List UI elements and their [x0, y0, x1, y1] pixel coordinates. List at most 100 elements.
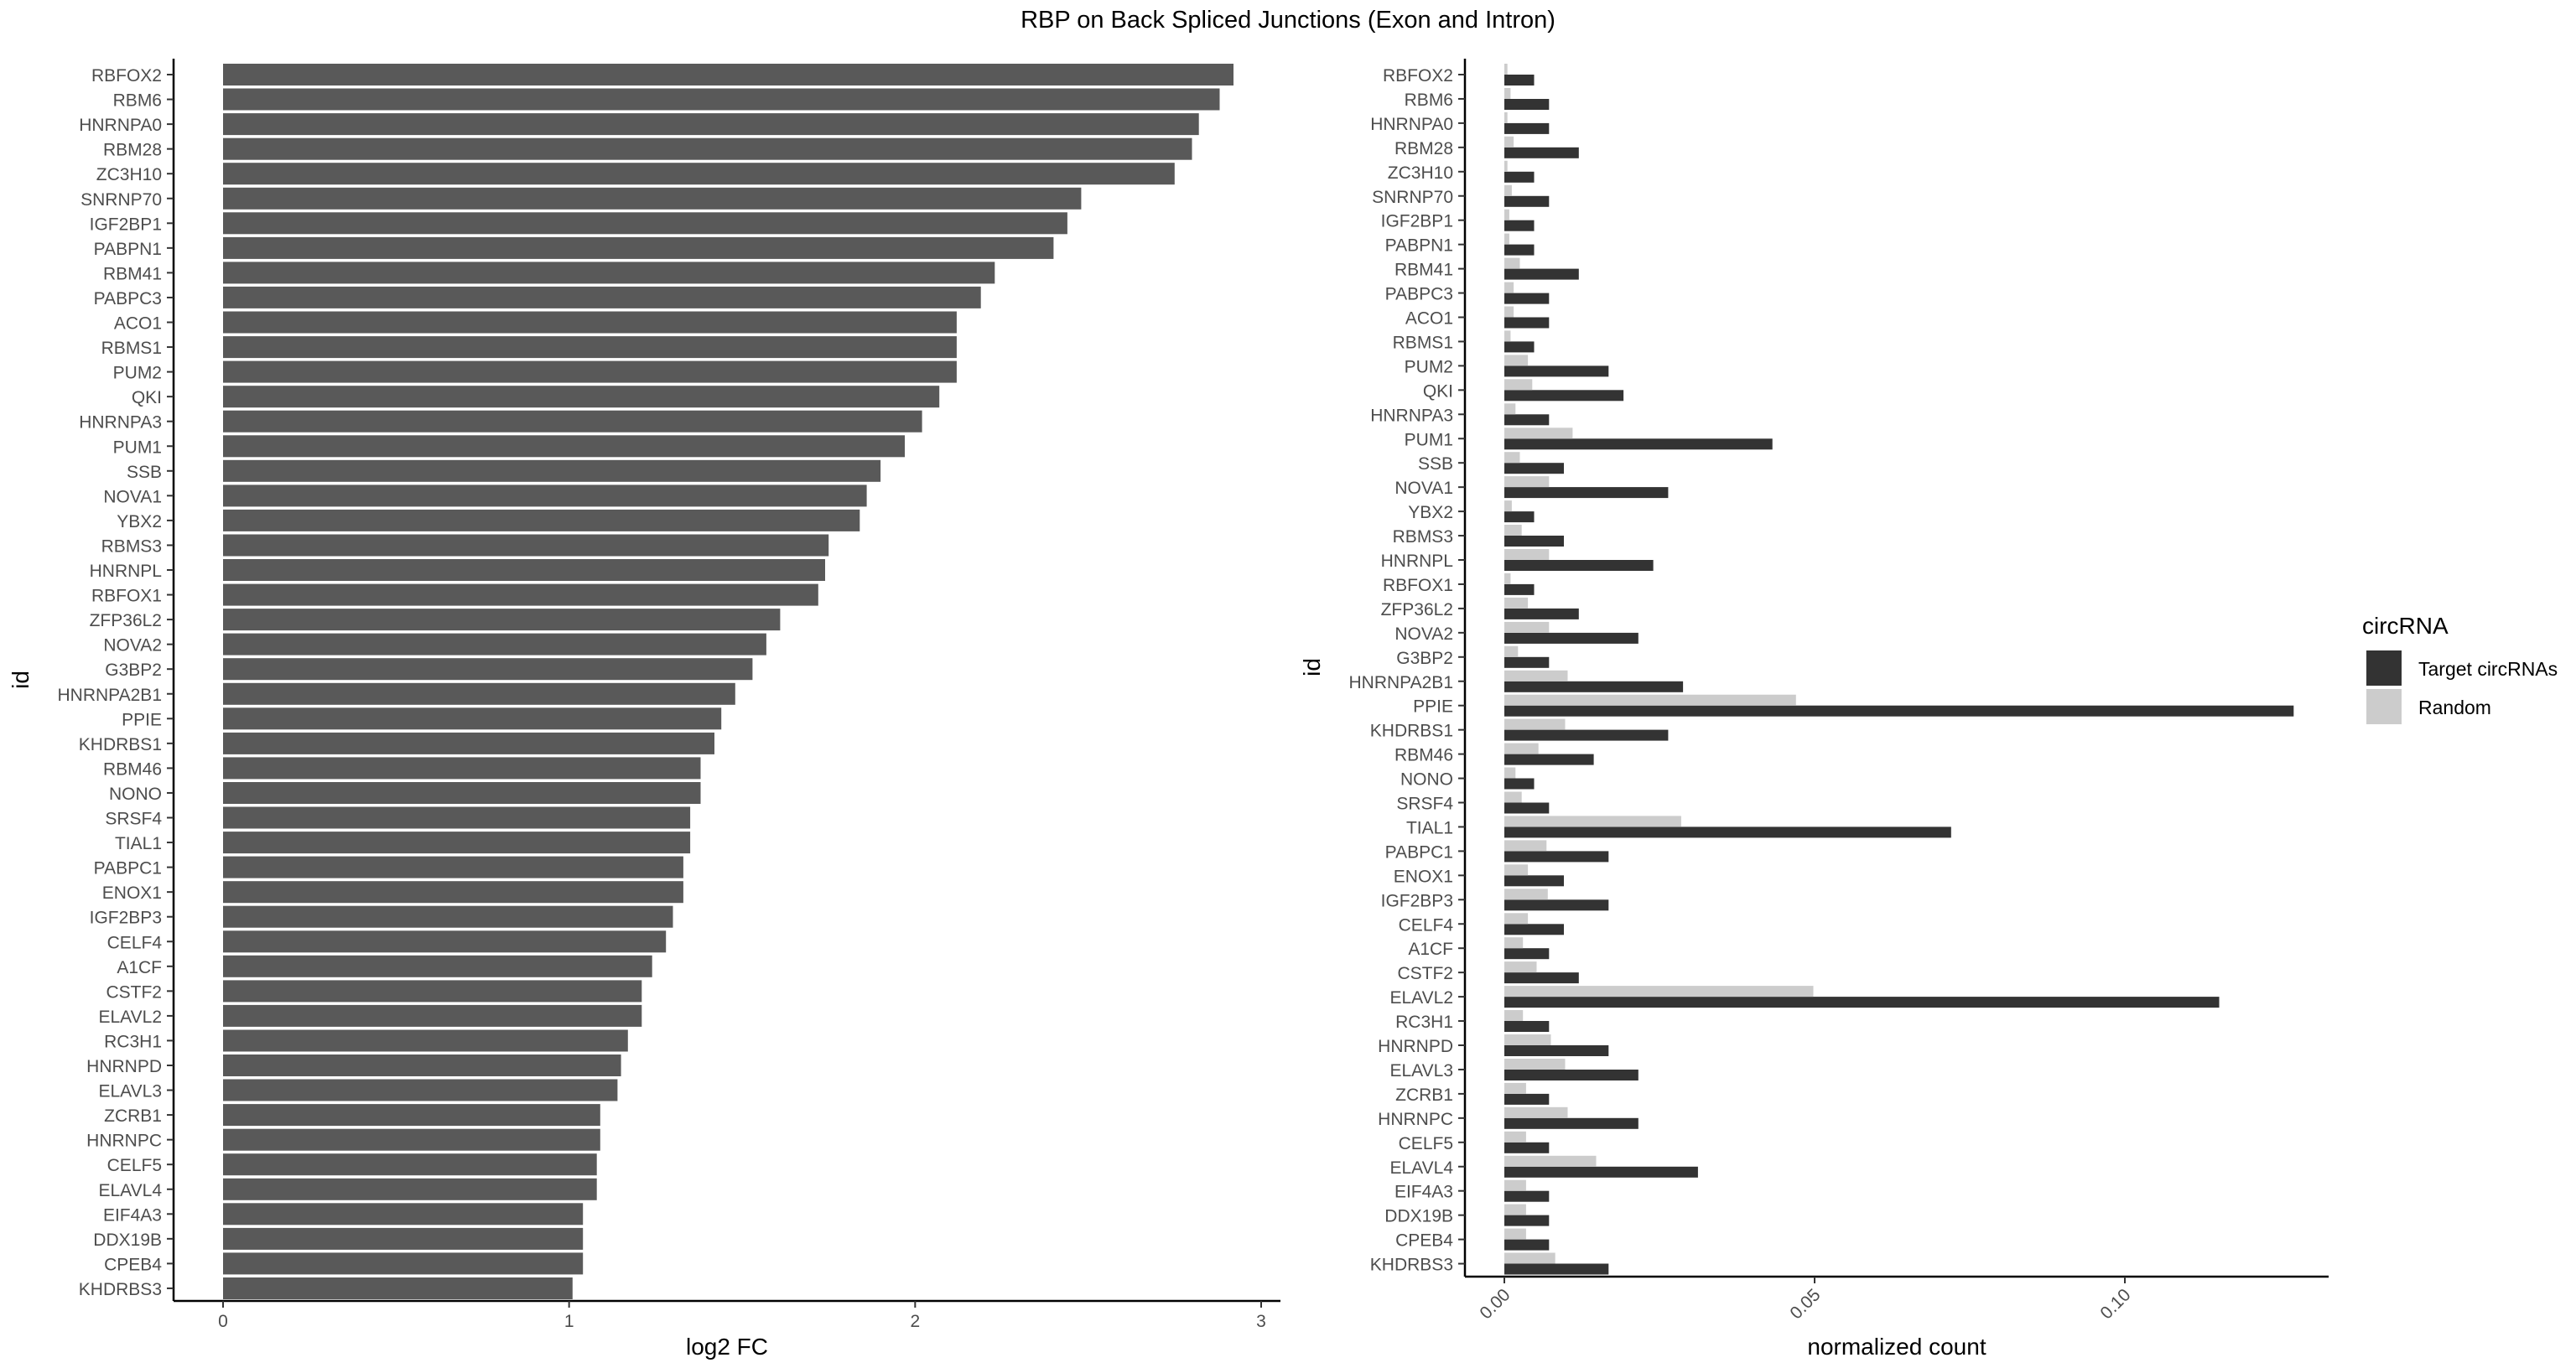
- bar-random-cpeb4: [1504, 1228, 1526, 1240]
- right-y-label-nono: NONO: [1400, 770, 1453, 790]
- left-y-label-rbfox1: RBFOX1: [91, 587, 162, 606]
- right-y-label-elavl4: ELAVL4: [1390, 1158, 1454, 1178]
- bar-rbm6: [223, 88, 1220, 111]
- bar-target-circrnas-aco1: [1504, 317, 1550, 329]
- right-y-label-zfp36l2: ZFP36L2: [1381, 600, 1453, 619]
- bar-target-circrnas-a1cf: [1504, 948, 1550, 960]
- bar-target-circrnas-hnrnpa2b1: [1504, 681, 1684, 692]
- left-y-tick-labels: RBFOX2 RBM6 HNRNPA0 RBM28 ZC3H10 SNRNP70 IGF2B…: [58, 66, 174, 1299]
- bar-target-circrnas-elavl2: [1504, 997, 2220, 1008]
- bar-random-igf2bp3: [1504, 889, 1548, 900]
- bar-a1cf: [223, 955, 652, 977]
- bar-rbms1: [223, 336, 957, 359]
- bar-target-circrnas-enox1: [1504, 875, 1564, 887]
- right-y-label-ddx19b: DDX19B: [1384, 1207, 1453, 1226]
- right-y-label-pum2: PUM2: [1405, 357, 1453, 376]
- bar-aco1: [223, 311, 957, 334]
- bar-target-circrnas-rbm46: [1504, 754, 1594, 765]
- left-y-label-tial1: TIAL1: [115, 834, 162, 853]
- legend-title: circRNA: [2362, 613, 2449, 639]
- left-y-label-ssb: SSB: [127, 463, 162, 482]
- bar-celf4: [223, 930, 667, 953]
- right-y-label-a1cf: A1CF: [1408, 940, 1453, 959]
- bar-hnrnpa2b1: [223, 682, 735, 705]
- bar-target-circrnas-igf2bp1: [1504, 220, 1535, 231]
- bar-khdrbs1: [223, 732, 714, 754]
- bar-target-circrnas-hnrnpa0: [1504, 122, 1550, 134]
- bar-random-pabpn1: [1504, 233, 1509, 245]
- bar-random-rbm28: [1504, 136, 1514, 148]
- bar-random-pabpc3: [1504, 282, 1514, 293]
- bar-rbfox2: [223, 64, 1233, 86]
- left-y-label-nova1: NOVA1: [103, 487, 162, 506]
- bar-hnrnpc: [223, 1128, 600, 1151]
- left-y-label-elavl3: ELAVL3: [99, 1082, 163, 1101]
- right-y-label-pabpc3: PABPC3: [1385, 285, 1453, 304]
- left-y-label-aco1: ACO1: [114, 314, 162, 334]
- bar-target-circrnas-igf2bp3: [1504, 899, 1609, 911]
- right-y-label-rbm41: RBM41: [1394, 261, 1453, 280]
- bar-target-circrnas-pum1: [1504, 438, 1773, 450]
- bar-random-pum2: [1504, 355, 1529, 366]
- left-y-label-rbm6: RBM6: [113, 91, 162, 111]
- bar-target-circrnas-nova1: [1504, 487, 1669, 499]
- right-y-label-cstf2: CSTF2: [1397, 964, 1453, 983]
- left-y-label-g3bp2: G3BP2: [105, 661, 162, 680]
- bar-target-circrnas-rbfox2: [1504, 75, 1535, 86]
- bar-pabpc3: [223, 286, 981, 308]
- bar-celf5: [223, 1153, 597, 1176]
- bar-target-circrnas-ybx2: [1504, 511, 1535, 523]
- left-y-label-rbm28: RBM28: [103, 141, 162, 160]
- bar-random-rbfox2: [1504, 64, 1508, 75]
- bar-random-pum1: [1504, 428, 1573, 439]
- left-x-tick-label-2: 2: [910, 1312, 920, 1331]
- bar-rbm28: [223, 137, 1192, 160]
- left-y-label-rbms1: RBMS1: [101, 339, 162, 358]
- left-y-label-pabpc1: PABPC1: [94, 859, 162, 878]
- bar-qki: [223, 386, 940, 408]
- bar-target-circrnas-eif4a3: [1504, 1190, 1550, 1202]
- right-y-label-hnrnpa3: HNRNPA3: [1370, 406, 1453, 425]
- right-y-label-rbfox2: RBFOX2: [1383, 66, 1453, 86]
- bar-target-circrnas-cpeb4: [1504, 1239, 1550, 1251]
- bar-target-circrnas-rbm28: [1504, 147, 1579, 158]
- left-y-label-enox1: ENOX1: [102, 884, 162, 903]
- bar-target-circrnas-srsf4: [1504, 802, 1550, 814]
- bar-random-enox1: [1504, 864, 1529, 876]
- bar-target-circrnas-rbms3: [1504, 536, 1564, 547]
- right-y-label-igf2bp1: IGF2BP1: [1381, 212, 1453, 231]
- right-y-label-eif4a3: EIF4A3: [1394, 1183, 1453, 1202]
- bar-target-circrnas-zcrb1: [1504, 1093, 1550, 1105]
- bar-ddx19b: [223, 1227, 584, 1250]
- left-y-label-celf4: CELF4: [107, 933, 163, 952]
- right-y-label-rbfox1: RBFOX1: [1383, 576, 1453, 595]
- bar-random-zcrb1: [1504, 1082, 1526, 1094]
- right-y-label-zcrb1: ZCRB1: [1395, 1086, 1453, 1105]
- bar-random-rbfox1: [1504, 573, 1511, 584]
- left-y-label-elavl4: ELAVL4: [99, 1181, 163, 1200]
- bar-random-ssb: [1504, 452, 1520, 464]
- bar-random-celf4: [1504, 913, 1529, 925]
- left-y-label-elavl2: ELAVL2: [99, 1008, 163, 1027]
- left-y-label-cstf2: CSTF2: [106, 982, 162, 1002]
- bar-random-zc3h10: [1504, 160, 1508, 172]
- bar-target-circrnas-hnrnpc: [1504, 1117, 1639, 1129]
- bar-target-circrnas-elavl4: [1504, 1166, 1698, 1178]
- bar-random-cstf2: [1504, 961, 1537, 973]
- right-y-label-rbm28: RBM28: [1394, 139, 1453, 158]
- bar-random-elavl2: [1504, 986, 1814, 998]
- legend-label-random: Random: [2418, 697, 2491, 718]
- bar-nono: [223, 782, 701, 804]
- left-y-label-khdrbs1: KHDRBS1: [79, 735, 162, 754]
- legend: circRNA Target circRNAs Random: [2362, 613, 2558, 724]
- bar-hnrnpl: [223, 559, 825, 581]
- bar-random-nova2: [1504, 621, 1550, 633]
- legend-key-random: [2366, 689, 2402, 724]
- bar-random-pabpc1: [1504, 840, 1547, 852]
- right-y-label-cpeb4: CPEB4: [1395, 1231, 1453, 1251]
- bar-eif4a3: [223, 1203, 584, 1226]
- right-y-label-rbms3: RBMS3: [1393, 527, 1453, 547]
- bar-target-circrnas-pum2: [1504, 365, 1609, 377]
- right-y-label-hnrnpa2b1: HNRNPA2B1: [1349, 673, 1453, 692]
- right-y-label-hnrnpa0: HNRNPA0: [1370, 115, 1453, 134]
